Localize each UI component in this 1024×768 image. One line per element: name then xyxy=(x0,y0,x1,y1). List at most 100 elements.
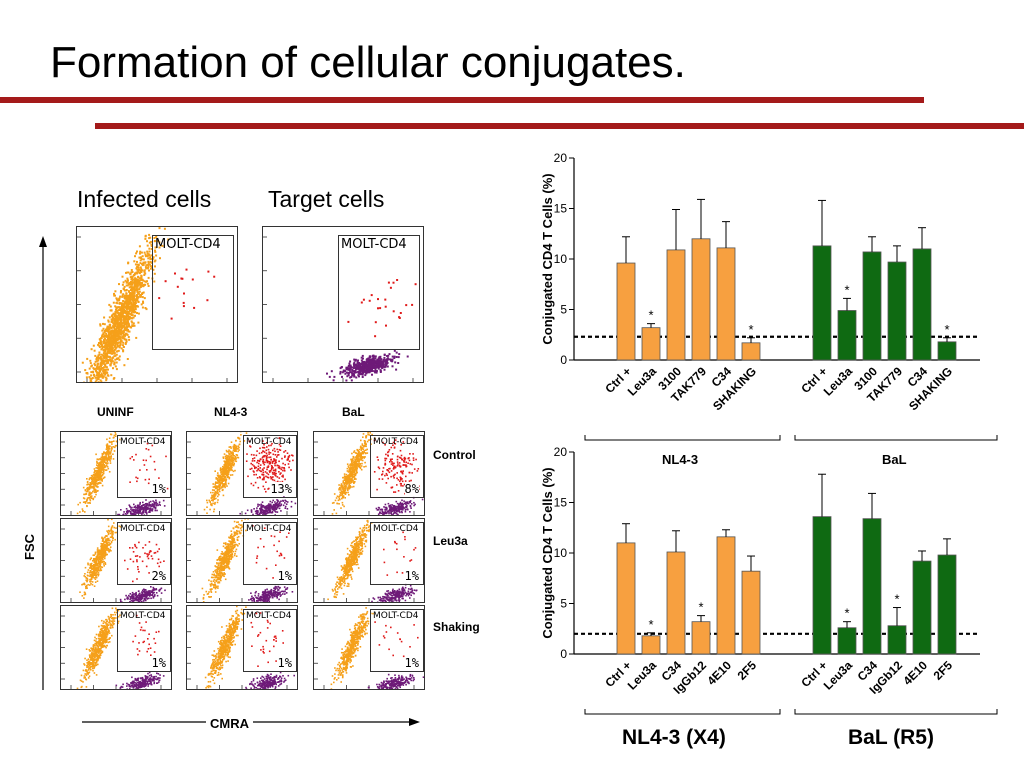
bar xyxy=(716,536,736,655)
title-rule-upper xyxy=(0,97,924,103)
conjugate-plot-control-bal: MOLT-CD4 8% xyxy=(313,431,425,516)
y-tick-label: 0 xyxy=(560,647,567,661)
bar xyxy=(616,262,636,361)
y-tick-label: 0 xyxy=(560,353,567,367)
gate-label: MOLT-CD4 xyxy=(246,437,292,447)
category-label: Ctrl + xyxy=(602,364,634,396)
conjugate-plot-control-nl4-3: MOLT-CD4 13% xyxy=(186,431,298,516)
conjugate-percentage: 2% xyxy=(151,569,166,583)
significance-star: * xyxy=(844,282,849,297)
category-label: 4E10 xyxy=(704,658,734,688)
molt-cd4-gate: MOLT-CD4 1% xyxy=(243,522,297,585)
row-label-leu3a: Leu3a xyxy=(433,534,468,548)
group-bracket xyxy=(794,435,998,441)
y-tick-label: 20 xyxy=(554,445,568,459)
category-label: IgGb12 xyxy=(670,658,709,697)
category-label: Leu3a xyxy=(625,658,660,693)
category-label: 4E10 xyxy=(900,658,930,688)
gate-label: MOLT-CD4 xyxy=(246,524,292,534)
conjugate-percentage: 13% xyxy=(270,482,292,496)
y-tick-label: 15 xyxy=(554,202,568,216)
gate-label: MOLT-CD4 xyxy=(373,524,419,534)
y-axis-label: Conjugated CD4 T Cells (%) xyxy=(540,173,555,344)
bar xyxy=(812,516,832,655)
category-label: TAK779 xyxy=(864,364,905,405)
conjugate-plot-leu3a-uninf: MOLT-CD4 2% xyxy=(60,518,172,603)
fsc-axis-label: FSC xyxy=(22,534,37,560)
bar xyxy=(937,554,957,655)
category-label: 2F5 xyxy=(931,658,956,683)
molt-cd4-gate: MOLT-CD4 1% xyxy=(117,609,171,672)
infected-scatter xyxy=(77,227,228,382)
row-label-control: Control xyxy=(433,448,476,462)
category-label: SHAKING xyxy=(710,364,759,413)
gate-label: MOLT-CD4 xyxy=(120,611,166,621)
significance-star: * xyxy=(944,322,949,337)
gate-label: MOLT-CD4 xyxy=(246,611,292,621)
molt-cd4-gate: MOLT-CD4 1% xyxy=(243,609,297,672)
bar xyxy=(862,518,882,655)
bar xyxy=(912,248,932,361)
gate-label: MOLT-CD4 xyxy=(120,524,166,534)
column-label-bal: BaL xyxy=(342,405,365,419)
conjugate-plot-shaking-uninf: MOLT-CD4 1% xyxy=(60,605,172,690)
bar xyxy=(616,542,636,655)
category-label: C34 xyxy=(855,658,881,684)
bar xyxy=(812,245,832,361)
bar xyxy=(887,625,907,655)
bar xyxy=(691,238,711,361)
y-tick-label: 10 xyxy=(554,546,568,560)
category-label: Leu3a xyxy=(625,364,660,399)
gate-label: MOLT-CD4 xyxy=(155,237,221,252)
molt-cd4-gate: MOLT-CD4 8% xyxy=(370,435,424,498)
bar xyxy=(641,327,661,361)
bracket-label-bal-r5: BaL (R5) xyxy=(848,726,934,749)
conjugate-plot-control-uninf: MOLT-CD4 1% xyxy=(60,431,172,516)
bar xyxy=(912,560,932,655)
y-tick-label: 5 xyxy=(560,303,567,317)
category-label: Leu3a xyxy=(821,364,856,399)
molt-cd4-gate: MOLT-CD4 1% xyxy=(117,435,171,498)
conjugate-plot-shaking-bal: MOLT-CD4 1% xyxy=(313,605,425,690)
bar xyxy=(641,635,661,655)
significance-star: * xyxy=(698,600,703,615)
infected-cells-plot: MOLT-CD4 xyxy=(76,226,238,383)
bar xyxy=(716,247,736,361)
category-label: Leu3a xyxy=(821,658,856,693)
molt-cd4-gate: MOLT-CD4 2% xyxy=(117,522,171,585)
significance-star: * xyxy=(648,617,653,632)
conjugate-plot-shaking-nl4-3: MOLT-CD4 1% xyxy=(186,605,298,690)
title-rule-lower xyxy=(95,123,1024,129)
molt-cd4-gate: MOLT-CD4 13% xyxy=(243,435,297,498)
bar xyxy=(741,342,761,361)
bar xyxy=(666,551,686,655)
y-tick-label: 15 xyxy=(554,496,568,510)
molt-cd4-gate: MOLT-CD4 1% xyxy=(370,609,424,672)
category-label: TAK779 xyxy=(668,364,709,405)
bar xyxy=(837,627,857,655)
fsc-arrow-head xyxy=(39,236,47,247)
category-label: C34 xyxy=(905,364,931,390)
category-label: C34 xyxy=(709,364,735,390)
category-label: 2F5 xyxy=(735,658,760,683)
significance-star: * xyxy=(648,308,653,323)
gate-label: MOLT-CD4 xyxy=(341,237,407,252)
conjugate-percentage: 1% xyxy=(277,569,292,583)
category-label: 3100 xyxy=(851,364,880,393)
group-bracket xyxy=(584,709,781,715)
column-label-nl4-3: NL4-3 xyxy=(214,405,248,419)
conjugate-percentage: 1% xyxy=(404,569,419,583)
target-scatter xyxy=(263,236,417,382)
category-label: IgGb12 xyxy=(866,658,905,697)
y-axis-label: Conjugated CD4 T Cells (%) xyxy=(540,467,555,638)
page-title: Formation of cellular conjugates. xyxy=(50,38,686,87)
y-tick-label: 10 xyxy=(554,252,568,266)
bar xyxy=(837,310,857,361)
infected-cells-header: Infected cells xyxy=(77,186,212,212)
molt-cd4-gate: MOLT-CD4 xyxy=(152,235,234,350)
category-label: 3100 xyxy=(655,364,684,393)
category-label: Ctrl + xyxy=(798,658,830,690)
target-cells-header: Target cells xyxy=(268,186,385,212)
column-label-uninf: UNINF xyxy=(97,405,134,419)
category-label: SHAKING xyxy=(906,364,955,413)
